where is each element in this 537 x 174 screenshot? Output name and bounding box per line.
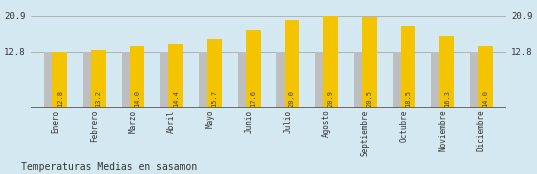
Bar (83, 52, 98, 108)
Text: 14.4: 14.4 (173, 89, 179, 106)
Text: 12.8: 12.8 (57, 89, 63, 106)
Bar (354, 52, 368, 108)
Text: 16.3: 16.3 (444, 89, 449, 106)
Bar (393, 52, 407, 108)
Bar (323, 16, 338, 108)
Text: 20.5: 20.5 (366, 89, 372, 106)
Bar (122, 52, 136, 108)
Bar (161, 52, 175, 108)
Bar (362, 17, 376, 108)
Bar (315, 52, 330, 108)
Text: 14.0: 14.0 (134, 89, 140, 106)
Bar (277, 52, 291, 108)
Bar (401, 26, 415, 108)
Bar (439, 36, 454, 108)
Bar (169, 45, 183, 108)
Bar (246, 30, 260, 108)
Text: Temperaturas Medias en sasamon: Temperaturas Medias en sasamon (21, 162, 198, 172)
Text: 17.6: 17.6 (250, 89, 256, 106)
Bar (130, 46, 144, 108)
Text: 15.7: 15.7 (212, 89, 217, 106)
Text: 18.5: 18.5 (405, 89, 411, 106)
Bar (199, 52, 214, 108)
Bar (285, 20, 299, 108)
Text: 13.2: 13.2 (96, 89, 101, 106)
Bar (91, 50, 106, 108)
Text: 20.0: 20.0 (289, 89, 295, 106)
Bar (478, 46, 493, 108)
Text: 14.0: 14.0 (482, 89, 488, 106)
Bar (44, 52, 59, 108)
Text: 20.9: 20.9 (328, 89, 333, 106)
Bar (53, 52, 67, 108)
Bar (470, 52, 484, 108)
Bar (238, 52, 252, 108)
Bar (207, 39, 222, 108)
Bar (431, 52, 446, 108)
